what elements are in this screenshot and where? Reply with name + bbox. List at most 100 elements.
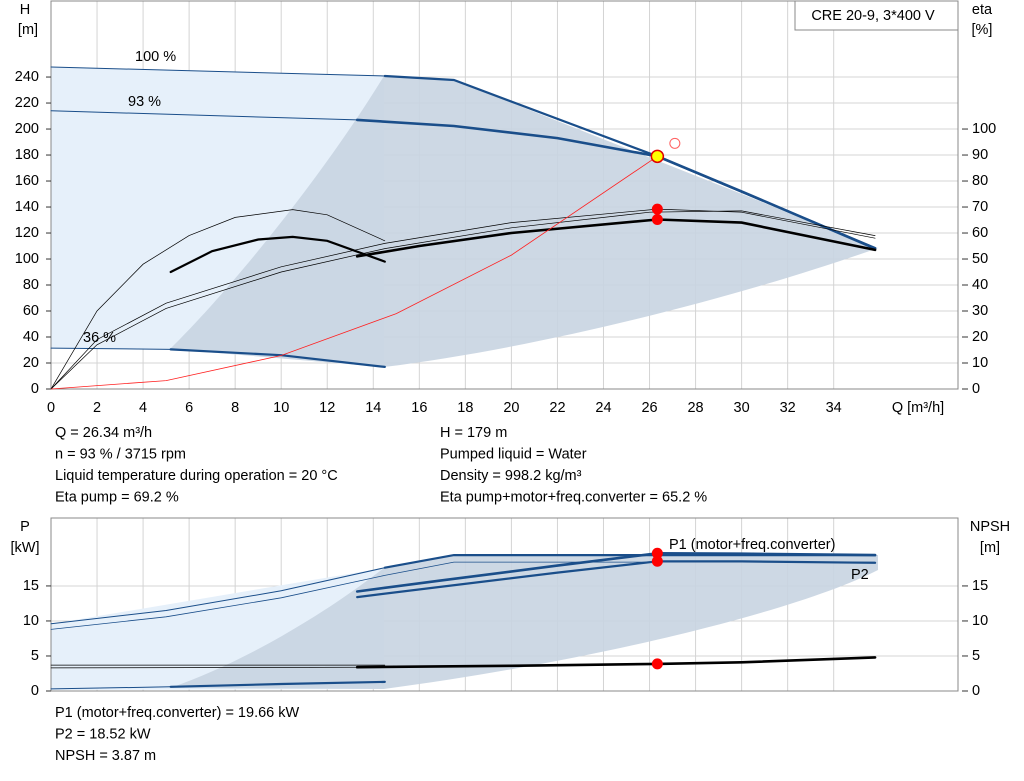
- x-tick-label: 34: [826, 400, 842, 416]
- curve: [169, 680, 386, 688]
- info-line: Density = 998.2 kg/m³: [440, 468, 582, 484]
- curve: [169, 235, 386, 274]
- x-axis-label: Q [m³/h]: [892, 400, 944, 416]
- x-tick-label: 32: [780, 400, 796, 416]
- curve-label: P1 (motor+freq.converter): [669, 537, 835, 553]
- x-tick-label: 26: [641, 400, 657, 416]
- curve: [50, 209, 386, 390]
- x-tick-label: 18: [457, 400, 473, 416]
- info-line: Pumped liquid = Water: [440, 446, 587, 462]
- x-tick-label: 12: [319, 400, 335, 416]
- marks: [50, 66, 877, 690]
- y-tick-label: 0: [31, 683, 39, 699]
- curve: [50, 561, 876, 630]
- info-line: Eta pump = 69.2 %: [55, 489, 179, 505]
- y-tick-label: 40: [23, 329, 39, 345]
- curve: [50, 66, 386, 77]
- y2-tick-label: 10: [972, 613, 988, 629]
- curve: [356, 560, 877, 599]
- point: [650, 149, 665, 164]
- x-tick-label: 2: [93, 400, 101, 416]
- y-tick-label: 80: [23, 277, 39, 293]
- y-axis-label: [kW]: [11, 540, 40, 556]
- x-tick-label: 8: [231, 400, 239, 416]
- point: [651, 555, 663, 567]
- y2-tick-label: 40: [972, 277, 988, 293]
- curve: [50, 686, 172, 690]
- y2-axis-label: NPSH: [970, 519, 1010, 535]
- y-tick-label: 200: [15, 121, 39, 137]
- curve-label: 36 %: [83, 330, 116, 346]
- y2-axis-label: eta: [972, 2, 993, 18]
- point: [651, 203, 663, 215]
- y-axis-label: P: [20, 519, 30, 535]
- y-tick-label: 0: [31, 381, 39, 397]
- curve: [383, 554, 877, 569]
- y-tick-label: 60: [23, 303, 39, 319]
- plot-frame: [50, 517, 959, 692]
- curve: [50, 347, 172, 350]
- y-axis-label: H: [20, 2, 30, 18]
- x-tick-label: 30: [734, 400, 750, 416]
- title-box: [794, 0, 959, 31]
- info-line: NPSH = 3.87 m: [55, 748, 156, 764]
- operating-area: [170, 555, 878, 689]
- curve: [355, 118, 877, 250]
- x-tick-label: 0: [47, 400, 55, 416]
- y-tick-label: 140: [15, 199, 39, 215]
- info-line: Q = 26.34 m³/h: [55, 425, 152, 441]
- info-line: P1 (motor+freq.converter) = 19.66 kW: [55, 705, 299, 721]
- curve: [50, 567, 386, 625]
- x-tick-label: 10: [273, 400, 289, 416]
- y2-tick-label: 60: [972, 225, 988, 241]
- y2-axis-label: [m]: [980, 540, 1000, 556]
- point: [669, 137, 681, 149]
- y-tick-label: 15: [23, 578, 39, 594]
- y-tick-label: 240: [15, 69, 39, 85]
- point: [651, 658, 663, 670]
- point: [651, 214, 663, 226]
- y-tick-label: 20: [23, 355, 39, 371]
- x-tick-label: 22: [549, 400, 565, 416]
- y-tick-label: 120: [15, 225, 39, 241]
- curve-label: 100 %: [135, 49, 176, 65]
- info-line: P2 = 18.52 kW: [55, 726, 151, 742]
- y-axis-label: [m]: [18, 22, 38, 38]
- x-tick-label: 24: [595, 400, 611, 416]
- x-tick-label: 16: [411, 400, 427, 416]
- y-tick-label: 160: [15, 173, 39, 189]
- y2-tick-label: 30: [972, 303, 988, 319]
- y2-tick-label: 70: [972, 199, 988, 215]
- y2-tick-label: 20: [972, 329, 988, 345]
- y2-tick-label: 0: [972, 381, 980, 397]
- curve: [355, 551, 877, 593]
- y2-tick-label: 90: [972, 147, 988, 163]
- curve-label: P2: [851, 567, 869, 583]
- info-line: n = 93 % / 3715 rpm: [55, 446, 186, 462]
- y-tick-label: 100: [15, 251, 39, 267]
- y2-tick-label: 15: [972, 578, 988, 594]
- x-tick-label: 6: [185, 400, 193, 416]
- curve-label: 93 %: [128, 94, 161, 110]
- curve: [50, 210, 876, 390]
- chart-title: CRE 20-9, 3*400 V: [811, 8, 935, 24]
- info-line: Liquid temperature during operation = 20…: [55, 468, 338, 484]
- y-tick-label: 5: [31, 648, 39, 664]
- y2-tick-label: 5: [972, 648, 980, 664]
- y-tick-label: 10: [23, 613, 39, 629]
- y-tick-label: 220: [15, 95, 39, 111]
- x-tick-label: 20: [503, 400, 519, 416]
- info-line: H = 179 m: [440, 425, 507, 441]
- curve: [50, 110, 358, 121]
- y-tick-label: 180: [15, 147, 39, 163]
- y2-tick-label: 80: [972, 173, 988, 189]
- info-line: Eta pump+motor+freq.converter = 65.2 %: [440, 489, 707, 505]
- y2-tick-label: 50: [972, 251, 988, 267]
- y2-axis-label: [%]: [972, 22, 993, 38]
- curve: [50, 155, 658, 390]
- y2-tick-label: 0: [972, 683, 980, 699]
- x-tick-label: 4: [139, 400, 147, 416]
- curve: [355, 218, 877, 258]
- x-tick-label: 14: [365, 400, 381, 416]
